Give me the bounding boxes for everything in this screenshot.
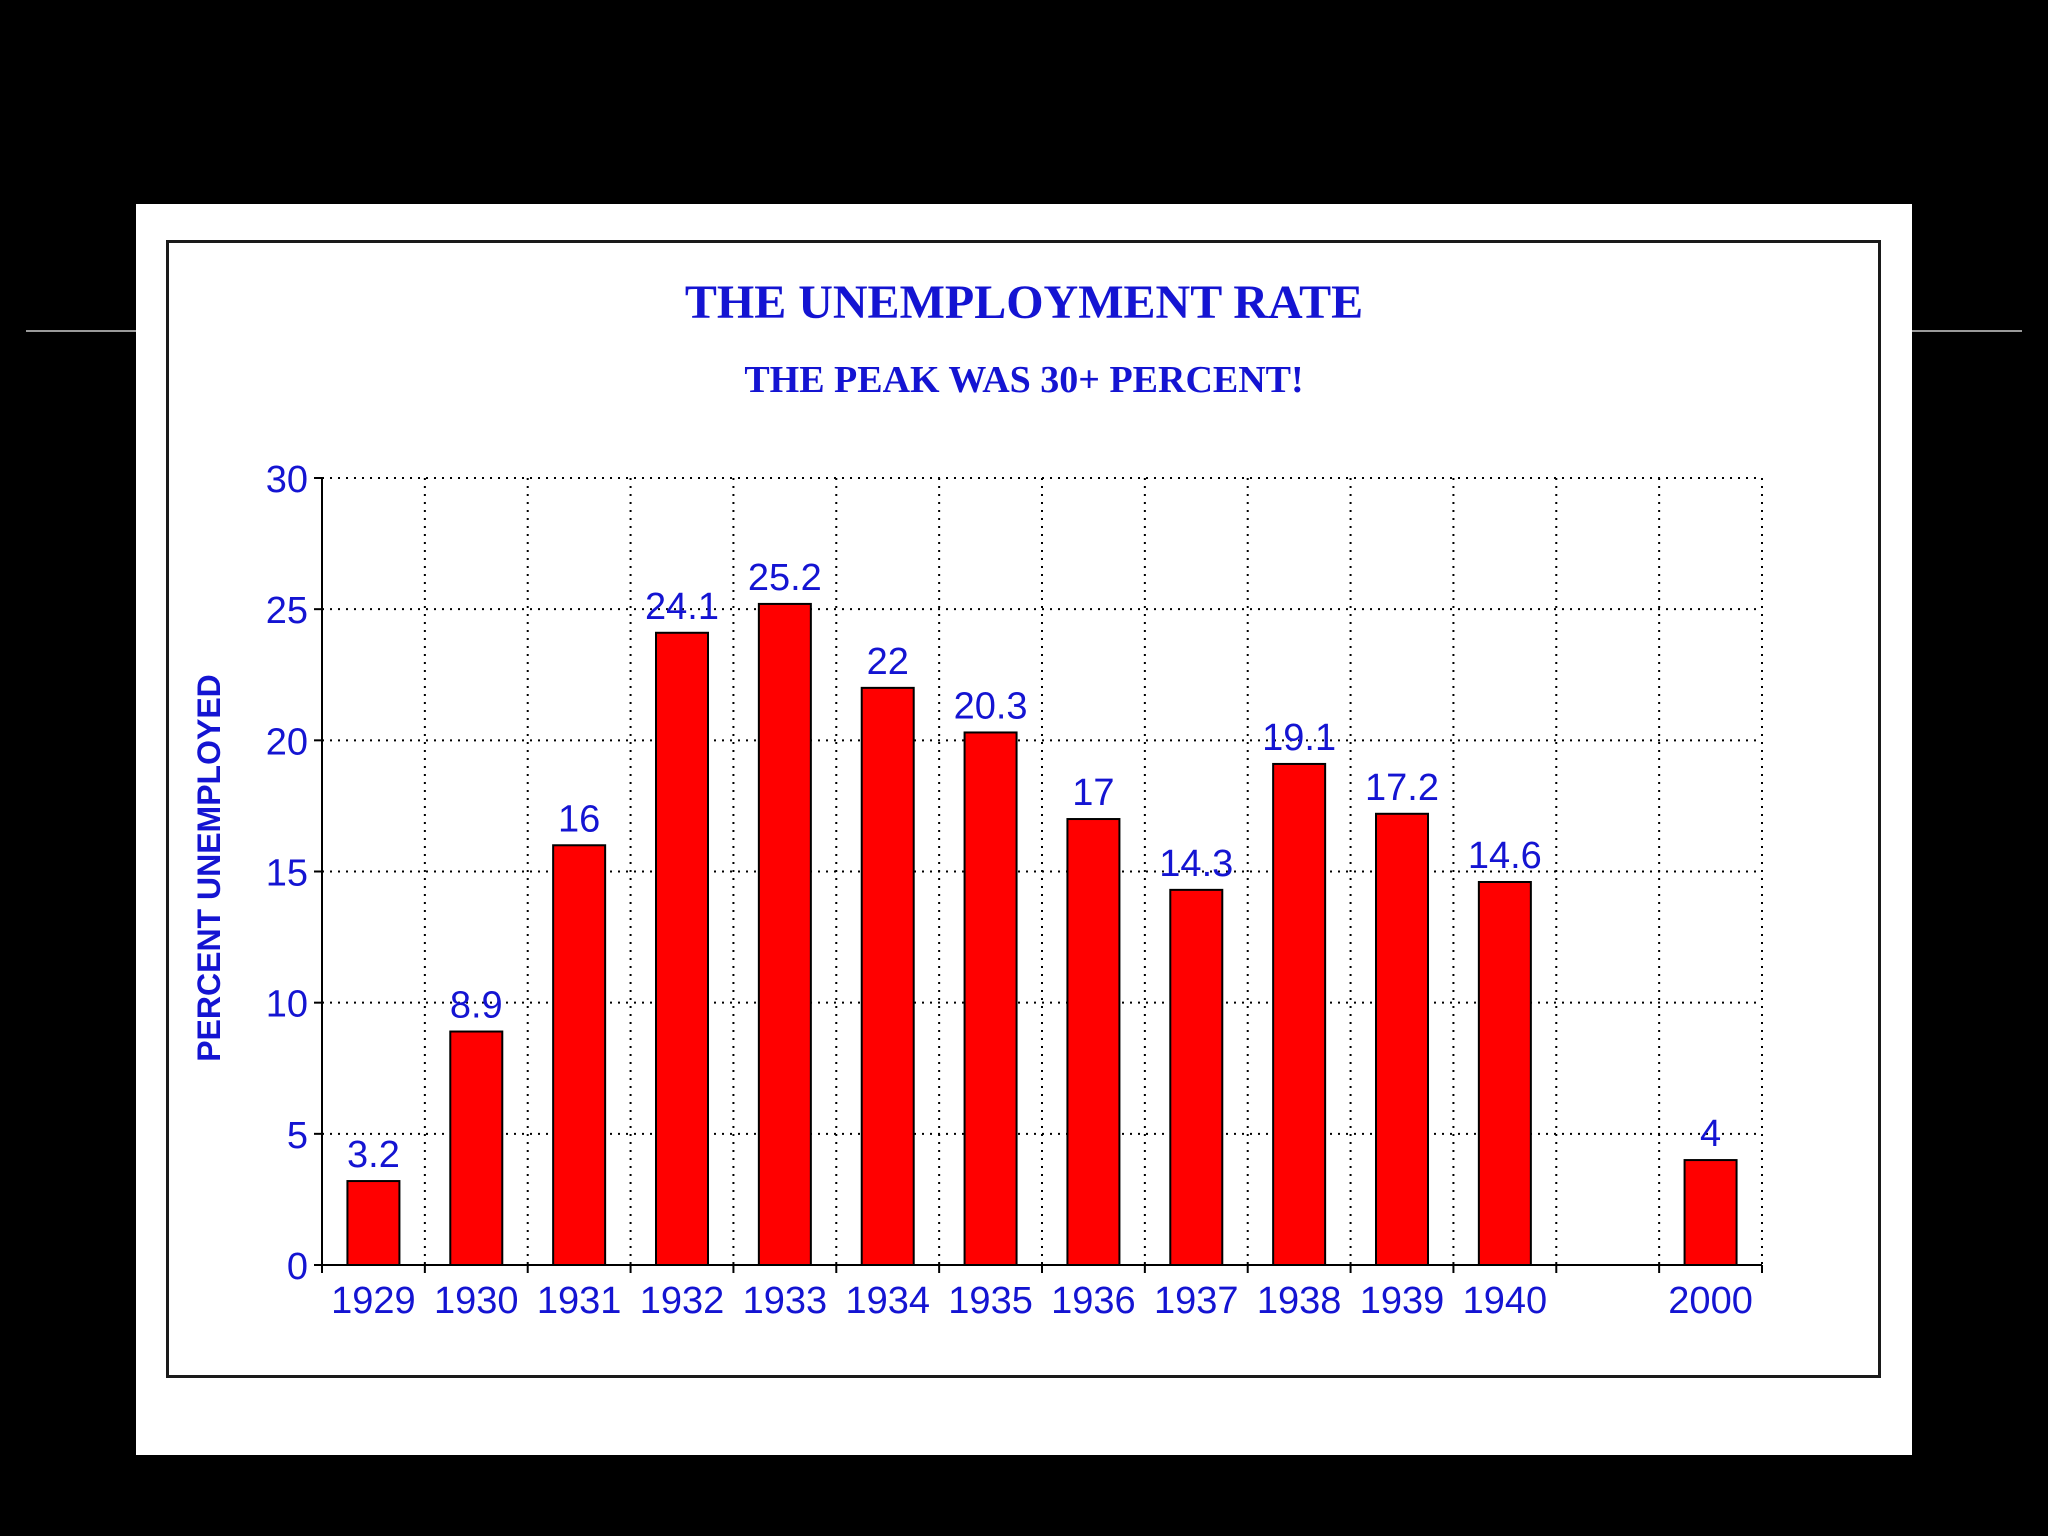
x-tick-label-1935: 1935	[948, 1280, 1033, 1322]
slide-rule-right	[1912, 330, 2022, 332]
data-label-1930: 8.9	[450, 985, 503, 1027]
data-label-2000: 4	[1700, 1113, 1721, 1155]
x-tick-label-1930: 1930	[434, 1280, 519, 1322]
x-tick-label-1938: 1938	[1257, 1280, 1342, 1322]
x-tick-label-1931: 1931	[537, 1280, 622, 1322]
bar-1930	[449, 1030, 504, 1266]
bar-1933	[757, 602, 812, 1266]
bar-1931	[552, 844, 607, 1266]
bar-1938	[1272, 762, 1327, 1267]
x-tick-label-1936: 1936	[1051, 1280, 1136, 1322]
y-tick-label: 5	[287, 1115, 308, 1157]
y-tick-label: 30	[266, 459, 308, 501]
y-tick-label: 0	[287, 1246, 308, 1288]
data-label-1939: 17.2	[1365, 767, 1439, 809]
data-label-1938: 19.1	[1262, 717, 1336, 759]
y-axis-label: PERCENT UNEMPLOYED	[191, 674, 227, 1062]
bar-1934	[860, 686, 915, 1266]
bars	[346, 602, 1738, 1267]
chart-frame	[166, 240, 1881, 1378]
chart-title: THE UNEMPLOYMENT RATE	[685, 276, 1363, 329]
bar-1929	[346, 1180, 401, 1267]
data-labels: 3.2 8.9 16 24.1 25.2 22 20.3 17 14.3 19.1 17.2 14.6…	[347, 557, 1721, 1176]
x-tick-label-1934: 1934	[845, 1280, 930, 1322]
slide-rule-left	[26, 330, 136, 332]
axes	[314, 477, 1763, 1273]
x-tick-label-1937: 1937	[1154, 1280, 1239, 1322]
data-label-1940: 14.6	[1468, 835, 1542, 877]
data-label-1929: 3.2	[347, 1134, 400, 1176]
bar-1939	[1375, 812, 1429, 1267]
data-label-1937: 14.3	[1159, 843, 1233, 885]
bar-1935	[963, 731, 1018, 1266]
data-label-1934: 22	[867, 641, 909, 683]
y-tick-label: 15	[266, 853, 308, 895]
bar-1940	[1477, 880, 1532, 1266]
y-tick-label: 20	[266, 721, 308, 763]
y-tick-label: 10	[266, 984, 308, 1026]
x-tick-label-1933: 1933	[743, 1280, 828, 1322]
data-label-1935: 20.3	[954, 685, 1028, 727]
bar-1937	[1169, 888, 1224, 1266]
bar-2000	[1683, 1159, 1738, 1266]
x-tick-label-1932: 1932	[640, 1280, 725, 1322]
x-tick-label-2000: 2000	[1668, 1280, 1753, 1322]
chart-subtitle: THE PEAK WAS 30+ PERCENT!	[744, 359, 1303, 401]
bar-1936	[1066, 818, 1121, 1266]
y-tick-label: 25	[266, 590, 308, 632]
grid	[322, 477, 1763, 1265]
data-label-1933: 25.2	[748, 557, 822, 599]
x-tick-label-1929: 1929	[331, 1280, 416, 1322]
bar-1932	[655, 631, 709, 1266]
data-label-1932: 24.1	[645, 586, 719, 628]
data-label-1931: 16	[558, 798, 600, 840]
tick-labels: 0 5 10 15 20 25 30 1929 1930 1931 1932 1933 1934 1935…	[266, 459, 1753, 1322]
x-tick-label-1939: 1939	[1360, 1280, 1445, 1322]
x-tick-label-1940: 1940	[1463, 1280, 1548, 1322]
data-label-1936: 17	[1072, 772, 1114, 814]
